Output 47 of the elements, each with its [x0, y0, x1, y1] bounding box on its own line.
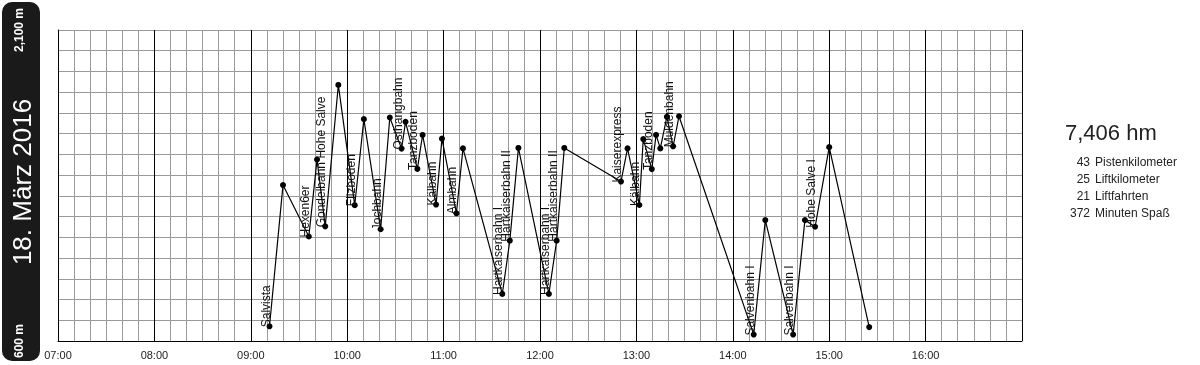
x-tick-label: 10:00 [333, 348, 361, 361]
point [515, 144, 522, 151]
x-tick-label: 13:00 [622, 348, 651, 361]
point [653, 131, 660, 138]
annotation: Kälbahn [425, 161, 440, 206]
x-tick-label: 16:00 [911, 348, 940, 361]
point [561, 144, 568, 151]
x-tick-label: 09:00 [237, 348, 265, 361]
annotation: Hohe Salve I [804, 159, 819, 228]
point [866, 324, 873, 331]
annotation: Tanzboden [640, 111, 655, 171]
point [360, 116, 367, 123]
x-tick-label: 12:00 [526, 348, 554, 361]
annotation: Gondelbahn Hohe Salve [314, 96, 329, 228]
y-tick-label: 2,100 m [12, 7, 26, 53]
point [386, 114, 393, 121]
text: 372 Minuten Spaß [1068, 205, 1170, 222]
x-tick-label: 14:00 [719, 348, 747, 361]
x-tick-label: 15:00 [815, 348, 843, 361]
point [335, 81, 342, 88]
point [762, 217, 769, 224]
annotation: Osthangbahn [390, 77, 405, 150]
x-tick-label: 07:00 [44, 348, 72, 361]
annotation: Salvenbahn I [782, 265, 797, 336]
x-tick-label: 08:00 [140, 348, 169, 361]
text: 21 Liftfahrten [1075, 188, 1149, 205]
point [826, 144, 833, 151]
x-tick-label: 11:00 [430, 348, 457, 361]
annotation: Salvenbahn I [742, 265, 757, 336]
point [280, 182, 286, 189]
point [459, 145, 466, 152]
annotation: Kaiserexpress [609, 106, 624, 183]
point [438, 135, 445, 142]
annotation: Almbahn [445, 166, 460, 215]
y-tick-label: 600 m [12, 323, 26, 359]
annotation: Hexen6er [297, 185, 312, 238]
text: 18. März 2016 [7, 98, 37, 266]
annotation: Jochbahn [369, 178, 384, 231]
text: 7,406 hm [1065, 120, 1158, 146]
annotation: Salvista [258, 284, 273, 328]
text: 43 Pistenkilometer [1075, 154, 1178, 171]
annotation: Tanzboden [406, 111, 421, 170]
text: 25 Liftkilometer [1075, 171, 1160, 188]
point [657, 145, 664, 152]
annotation: Kälbahn [628, 161, 643, 206]
point [419, 131, 426, 138]
point [676, 113, 683, 120]
